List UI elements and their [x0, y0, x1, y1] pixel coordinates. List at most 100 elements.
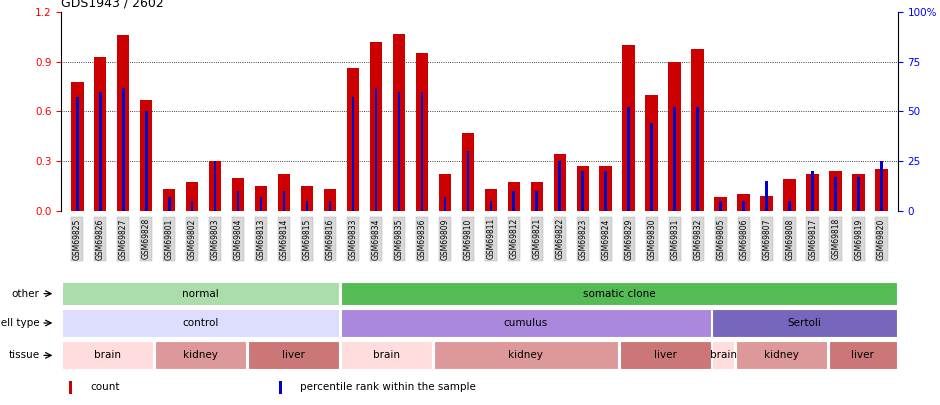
Text: liver: liver [852, 350, 874, 360]
Bar [600, 166, 612, 211]
Bar [853, 174, 865, 211]
Bar [340, 341, 432, 369]
Bar [444, 197, 446, 211]
Text: cell type: cell type [0, 318, 39, 328]
Bar [94, 57, 106, 211]
Bar [191, 201, 194, 211]
Bar [582, 171, 584, 211]
Bar [62, 309, 339, 337]
Bar [420, 92, 423, 211]
Bar [255, 186, 267, 211]
Bar [490, 201, 493, 211]
Text: other: other [11, 289, 39, 298]
Bar [237, 191, 240, 211]
Bar [145, 111, 148, 211]
Bar [301, 186, 313, 211]
Bar [508, 183, 520, 211]
Bar [415, 53, 429, 211]
Bar [340, 309, 711, 337]
Bar [340, 282, 897, 305]
Bar [439, 174, 451, 211]
Bar [462, 133, 474, 211]
Bar [536, 191, 539, 211]
Bar [697, 107, 699, 211]
Text: brain: brain [94, 350, 121, 360]
Bar [576, 166, 589, 211]
Bar [646, 95, 658, 211]
Bar [829, 341, 897, 369]
Bar [398, 92, 400, 211]
Bar [668, 62, 681, 211]
Bar [248, 341, 339, 369]
Text: normal: normal [182, 289, 219, 298]
Bar [277, 174, 290, 211]
Bar [352, 98, 354, 211]
Bar [213, 161, 216, 211]
Text: kidney: kidney [183, 350, 218, 360]
Text: Sertoli: Sertoli [788, 318, 822, 328]
Text: somatic clone: somatic clone [583, 289, 655, 298]
Text: cumulus: cumulus [504, 318, 548, 328]
Bar [829, 171, 842, 211]
Bar [259, 197, 262, 211]
Text: kidney: kidney [764, 350, 799, 360]
Bar [70, 381, 72, 394]
Bar [512, 191, 515, 211]
Text: brain: brain [710, 350, 737, 360]
Bar [743, 201, 745, 211]
Bar [306, 201, 308, 211]
Bar [140, 100, 152, 211]
Bar [76, 98, 79, 211]
Bar [673, 107, 676, 211]
Bar [323, 189, 337, 211]
Bar [369, 42, 383, 211]
Bar [99, 92, 102, 211]
Bar [880, 161, 883, 211]
Bar [155, 341, 246, 369]
Bar [232, 177, 244, 211]
Bar [530, 183, 543, 211]
Bar [765, 181, 768, 211]
Bar [714, 197, 727, 211]
Bar [857, 177, 860, 211]
Bar [122, 87, 124, 211]
Bar [875, 169, 888, 211]
Bar [62, 282, 339, 305]
Text: GDS1943 / 2602: GDS1943 / 2602 [61, 0, 164, 10]
Bar [209, 161, 222, 211]
Bar [554, 154, 566, 211]
Bar [627, 107, 630, 211]
Text: tissue: tissue [8, 350, 39, 360]
Bar [283, 191, 286, 211]
Bar [485, 189, 497, 211]
Bar [329, 201, 332, 211]
Bar [117, 35, 130, 211]
Bar [186, 183, 198, 211]
Text: kidney: kidney [509, 350, 543, 360]
Bar [619, 341, 711, 369]
Text: brain: brain [373, 350, 400, 360]
Text: count: count [90, 382, 120, 392]
Bar [783, 179, 796, 211]
Bar [278, 381, 282, 394]
Bar [393, 34, 405, 211]
Bar [719, 201, 722, 211]
Bar [713, 341, 734, 369]
Bar [713, 309, 897, 337]
Text: liver: liver [654, 350, 677, 360]
Bar [347, 68, 359, 211]
Bar [558, 161, 561, 211]
Bar [835, 177, 837, 211]
Text: percentile rank within the sample: percentile rank within the sample [300, 382, 476, 392]
Bar [433, 341, 619, 369]
Bar [650, 123, 653, 211]
Bar [737, 194, 750, 211]
Bar [167, 197, 170, 211]
Bar [466, 151, 469, 211]
Bar [692, 49, 704, 211]
Text: liver: liver [282, 350, 305, 360]
Text: control: control [182, 318, 219, 328]
Bar [62, 341, 153, 369]
Bar [736, 341, 827, 369]
Bar [622, 45, 635, 211]
